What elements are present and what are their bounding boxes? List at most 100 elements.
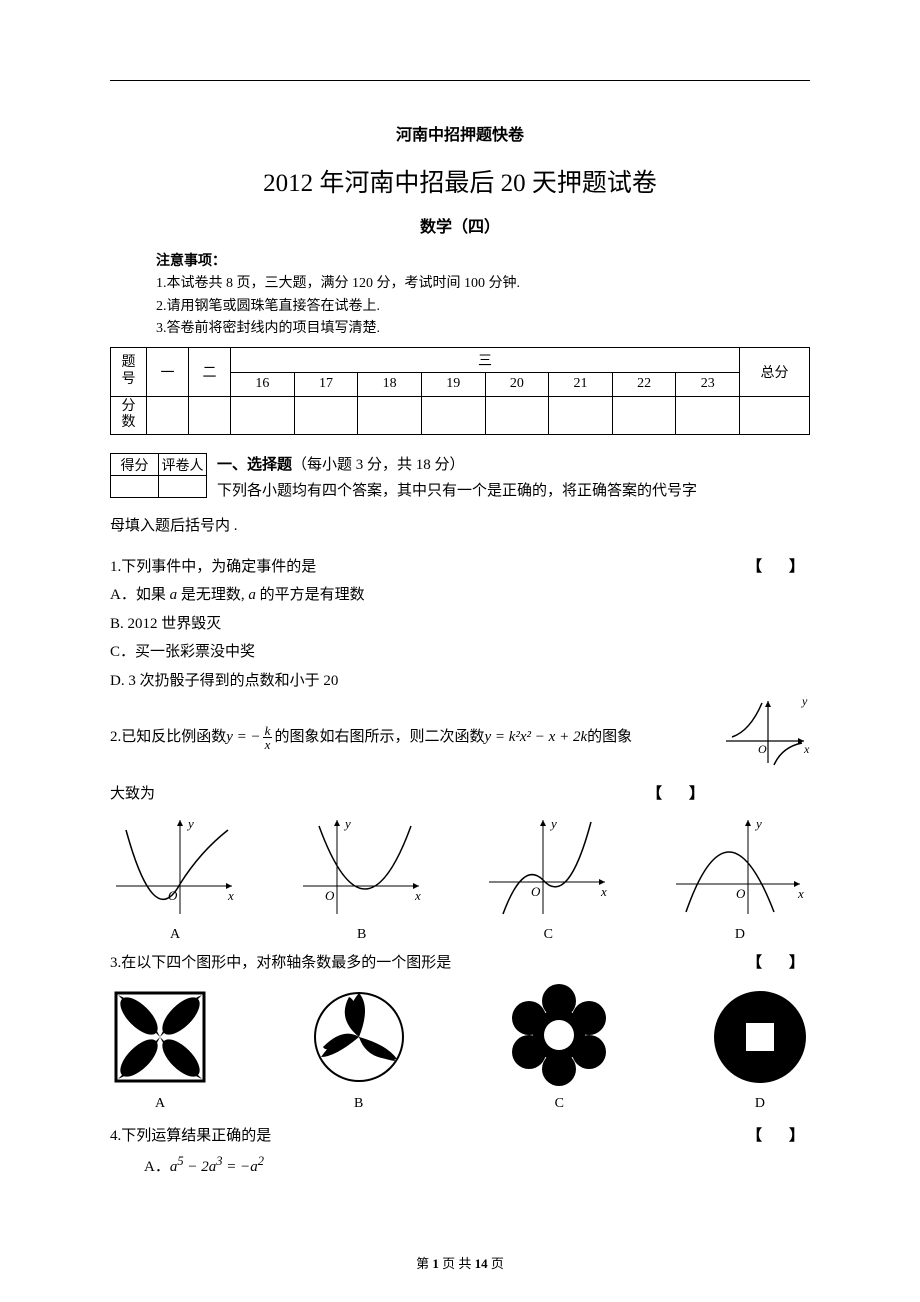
notice-block: 注意事项： 1.本试卷共 8 页，三大题，满分 120 分，考试时间 100 分… [110,251,810,341]
score-cell [612,396,676,435]
title-main: 2012 年河南中招最后 20 天押题试卷 [110,163,810,199]
q3-shapes: A B C [110,983,810,1118]
subcol: 22 [612,372,676,396]
opt-label: B [357,927,366,942]
q1-opt-c: C．买一张彩票没中奖 [110,638,810,667]
col-2: 二 [189,347,231,396]
q2-formula-1: y = −kx [226,723,274,752]
title-series: 河南中招押题快卷 [110,121,810,145]
section-1-heading: 一、选择题（每小题 3 分，共 18 分） 下列各小题均有四个答案，其中只有一个… [110,453,810,504]
top-rule [110,80,810,81]
grader-table: 得分 评卷人 [110,453,207,498]
q3-shape-d: D [710,987,810,1118]
q3-shape-c: C [507,983,611,1118]
svg-text:x: x [797,886,804,901]
svg-text:O: O [168,888,178,903]
q2-stem-row: 2.已知反比例函数 y = −kx 的图象如右图所示，则二次函数 y = k²x… [110,695,810,780]
notice-head: 注意事项： [156,251,810,273]
col-1: 一 [147,347,189,396]
q3-shape-a: A [110,987,210,1118]
svg-text:y: y [801,695,808,708]
subcol: 17 [294,372,358,396]
small-grader-label: 评卷人 [159,454,207,476]
score-cell [189,396,231,435]
subcol: 21 [549,372,613,396]
opt-label: A [155,1096,165,1111]
subcol: 20 [485,372,549,396]
svg-text:O: O [758,742,767,756]
score-table: 题号 一 二 三 总分 16 17 18 19 20 21 22 23 分数 [110,347,810,436]
q2-graph-d: y x O D [670,812,810,949]
subcol: 19 [421,372,485,396]
q4-opt-a-label: A． [144,1159,170,1175]
q1-stem-row: 1.下列事件中，为确定事件的是 【 】 [110,553,810,582]
subcol: 23 [676,372,740,396]
q2-graph-a: y x O A [110,812,240,949]
q2-tail: 大致为 [110,786,155,802]
opt-label: A [170,927,180,942]
notice-item: 3.答卷前将密封线内的项目填写清楚. [156,318,810,340]
page-footer: 第 1 页 共 14 页 [0,1253,920,1272]
opt-label: D [755,1096,765,1111]
section-1-intro2: 母填入题后括号内 . [110,512,810,541]
q2-stem-c: 的图象 [587,723,632,752]
q1-opt-b: B. 2012 世界毁灭 [110,610,810,639]
svg-text:y: y [186,816,194,831]
opt-label: C [544,927,553,942]
section-header-row: 得分 评卷人 一、选择题（每小题 3 分，共 18 分） 下列各小题均有四个答案… [110,453,810,504]
opt-label: B [354,1096,363,1111]
svg-text:x: x [414,888,421,903]
score-cell [294,396,358,435]
notice-item: 1.本试卷共 8 页，三大题，满分 120 分，考试时间 100 分钟. [156,273,810,295]
score-cell [740,396,810,435]
col-total: 总分 [740,347,810,396]
svg-text:y: y [343,816,351,831]
answer-bracket: 【 】 [747,949,810,978]
svg-text:y: y [549,816,557,831]
hdr-question-no: 题号 [111,347,147,396]
score-cell [485,396,549,435]
q2-options-graphs: y x O A y x O B y x O [110,812,810,949]
subcol: 16 [231,372,295,396]
q2-tail-row: 大致为 【 】 [110,780,810,809]
q2-graph-c: y x O C [483,812,613,949]
q3-stem: 3.在以下四个图形中，对称轴条数最多的一个图形是 [110,955,451,971]
q3-shape-b: B [309,987,409,1118]
q2-stem-a: 2.已知反比例函数 [110,723,226,752]
svg-text:y: y [754,816,762,831]
score-cell [421,396,485,435]
q4-stem: 4.下列运算结果正确的是 [110,1128,271,1144]
notice-item: 2.请用钢笔或圆珠笔直接答在试卷上. [156,296,810,318]
svg-text:x: x [600,884,607,899]
opt-label: D [735,927,745,942]
score-cell [231,396,295,435]
q1-opt-d: D. 3 次扔骰子得到的点数和小于 20 [110,667,810,696]
col-3: 三 [231,347,740,372]
q2-formula-2: y = k²x² − x + 2k [484,723,587,752]
q4-opt-a-formula: a5 − 2a3 = −a2 [170,1159,264,1175]
small-score-label: 得分 [111,454,159,476]
svg-text:x: x [803,742,810,756]
q4-opt-a: A．a5 − 2a3 = −a2 [110,1150,810,1182]
svg-text:x: x [227,888,234,903]
score-cell [676,396,740,435]
q1-stem: 1.下列事件中，为确定事件的是 [110,559,316,575]
svg-text:O: O [531,884,541,899]
q2-ref-graph: y x O [718,695,810,780]
score-cell [358,396,422,435]
page-body: 母填入题后括号内 . 1.下列事件中，为确定事件的是 【 】 A．如果 a 是无… [110,512,810,1182]
svg-text:O: O [736,886,746,901]
q2-graph-b: y x O B [297,812,427,949]
q1-opt-a: A．如果 a 是无理数, a 的平方是有理数 [110,581,810,610]
title-subject: 数学（四） [110,213,810,237]
q3-stem-row: 3.在以下四个图形中，对称轴条数最多的一个图形是 【 】 [110,949,810,978]
answer-bracket: 【 】 [747,1122,810,1151]
subcol: 18 [358,372,422,396]
small-grader-cell [159,476,207,498]
answer-bracket: 【 】 [747,553,810,582]
q2-stem-b: 的图象如右图所示，则二次函数 [274,723,484,752]
section-1-intro: 下列各小题均有四个答案，其中只有一个是正确的，将正确答案的代号字 [110,479,810,505]
opt-label: C [555,1096,564,1111]
section-1-note: （每小题 3 分，共 18 分） [292,457,465,473]
hdr-score: 分数 [111,396,147,435]
